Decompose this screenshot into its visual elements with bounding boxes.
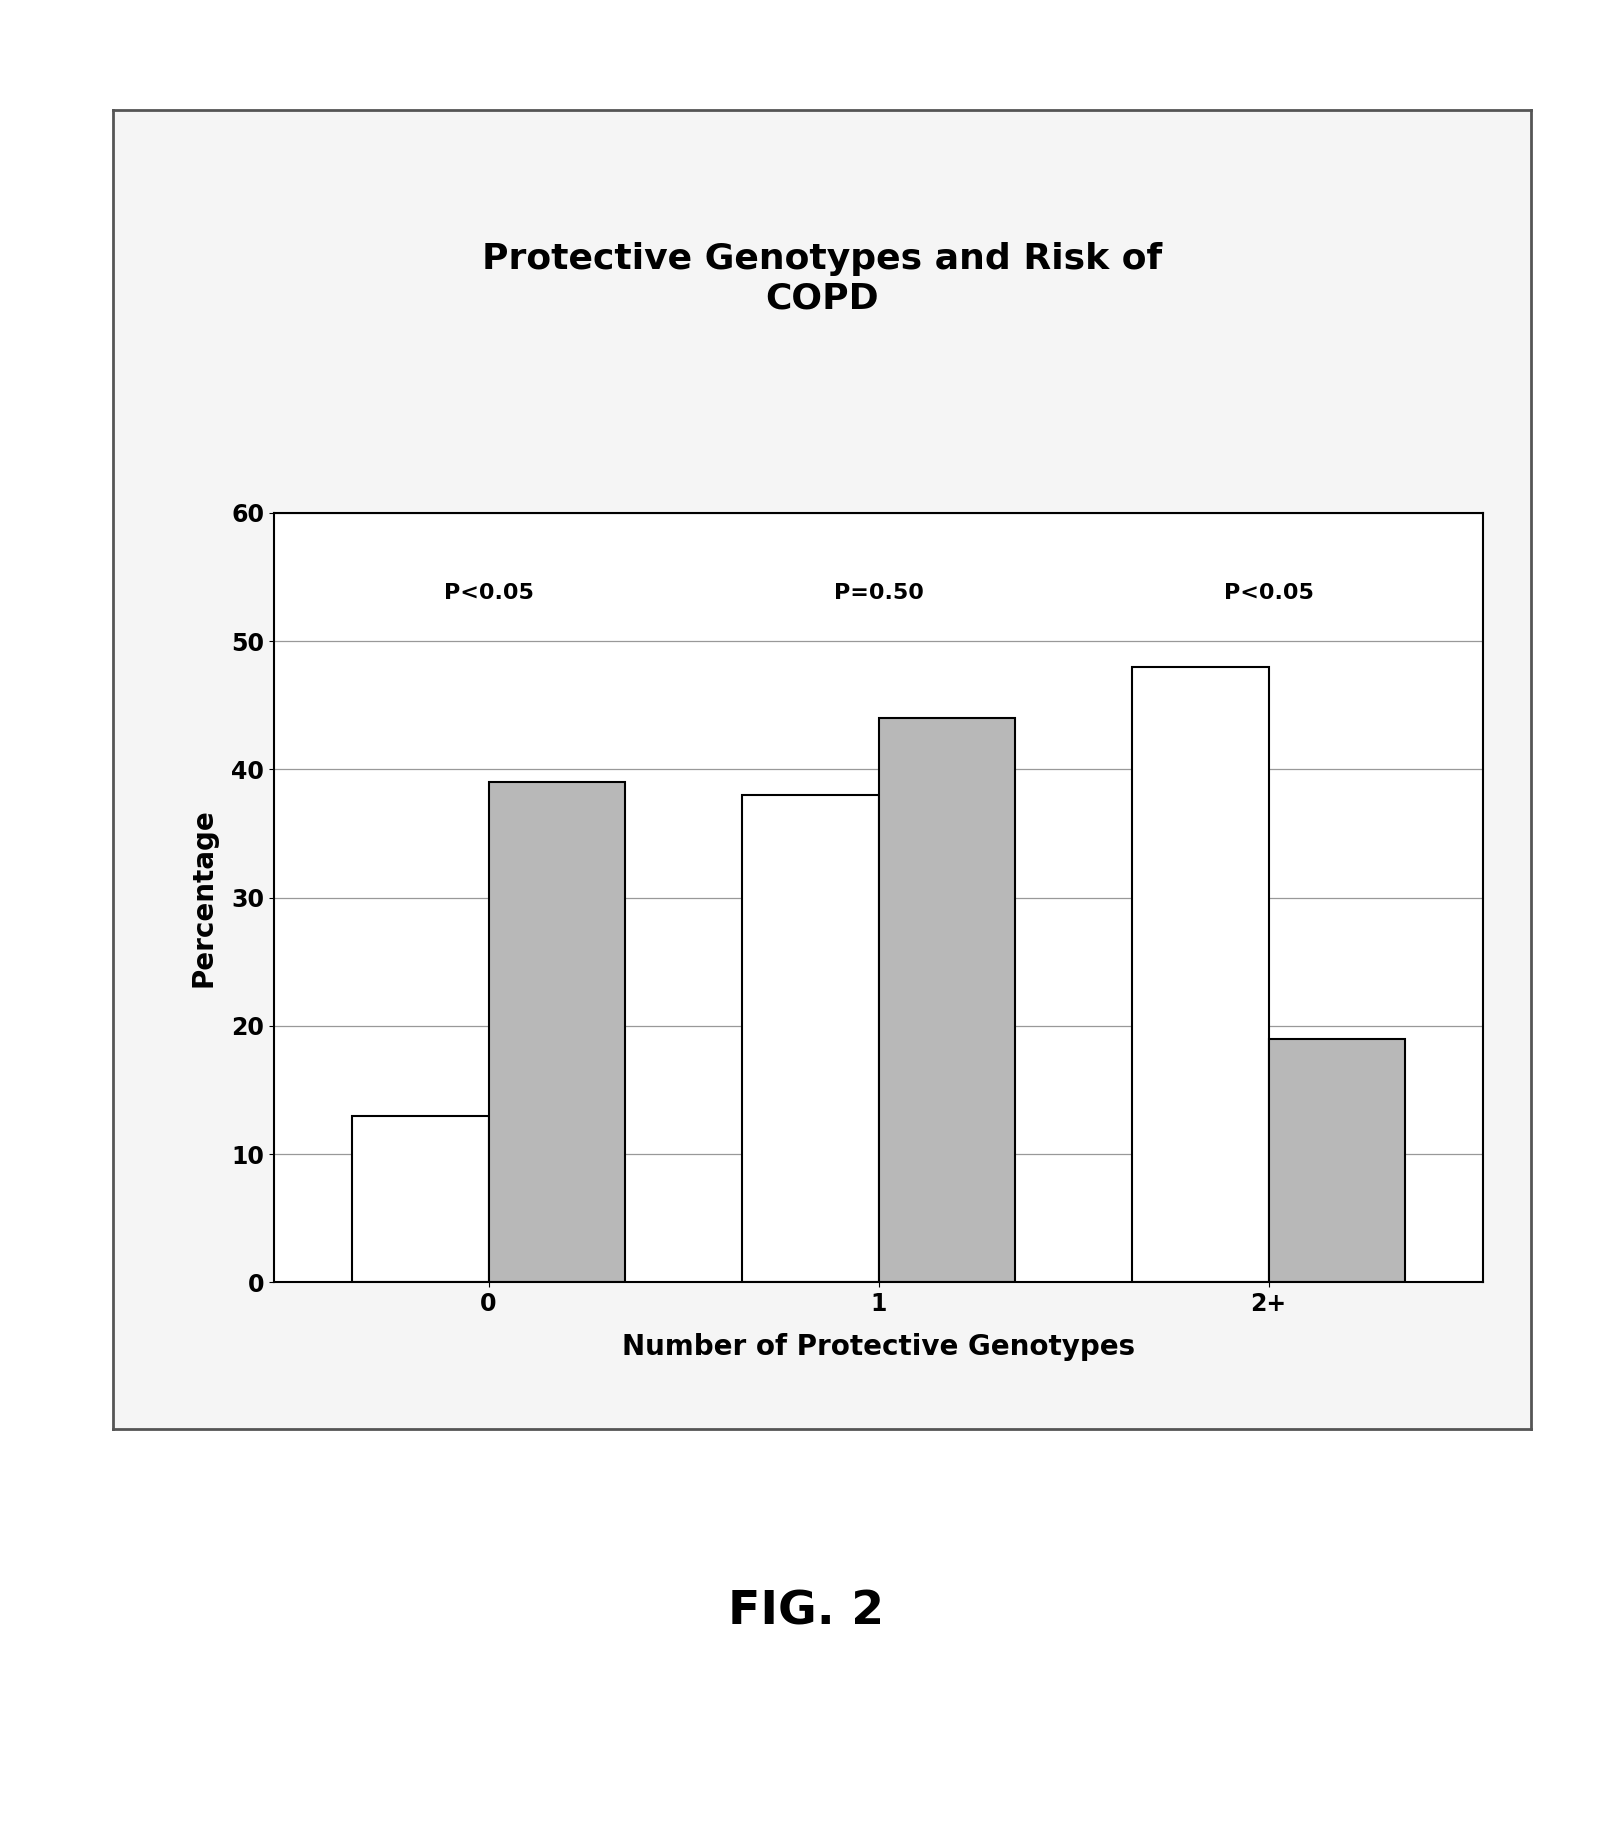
Bar: [351, 1116, 488, 1282]
Bar: [879, 718, 1016, 1282]
Bar: [488, 782, 625, 1282]
Text: Protective Genotypes and Risk of
COPD: Protective Genotypes and Risk of COPD: [482, 242, 1162, 315]
Bar: [1132, 667, 1269, 1282]
Text: P<0.05: P<0.05: [1224, 583, 1314, 603]
X-axis label: Number of Protective Genotypes: Number of Protective Genotypes: [622, 1334, 1135, 1361]
Y-axis label: Percentage: Percentage: [190, 808, 218, 987]
Text: FIG. 2: FIG. 2: [729, 1590, 883, 1634]
Text: P<0.05: P<0.05: [443, 583, 534, 603]
Text: P=0.50: P=0.50: [833, 583, 924, 603]
Bar: [1269, 1039, 1406, 1282]
Legend: Resistant Smokers, COPD: Resistant Smokers, COPD: [571, 544, 1074, 603]
Bar: [742, 795, 879, 1282]
